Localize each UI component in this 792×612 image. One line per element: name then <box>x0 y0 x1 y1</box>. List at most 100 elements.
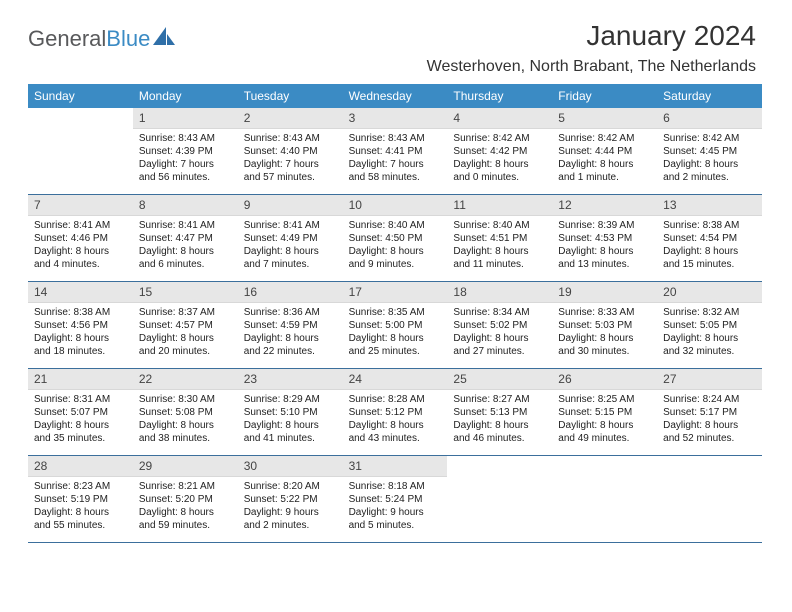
day-body: Sunrise: 8:43 AMSunset: 4:40 PMDaylight:… <box>238 129 343 188</box>
day-number: 30 <box>238 456 343 477</box>
calendar-cell: 4Sunrise: 8:42 AMSunset: 4:42 PMDaylight… <box>447 108 552 194</box>
day-number: 7 <box>28 195 133 216</box>
day-number: 1 <box>133 108 238 129</box>
calendar-cell: 14Sunrise: 8:38 AMSunset: 4:56 PMDayligh… <box>28 282 133 368</box>
day-number: 6 <box>657 108 762 129</box>
calendar-week: 21Sunrise: 8:31 AMSunset: 5:07 PMDayligh… <box>28 369 762 456</box>
day-number: 28 <box>28 456 133 477</box>
day-body: Sunrise: 8:38 AMSunset: 4:56 PMDaylight:… <box>28 303 133 362</box>
day-body: Sunrise: 8:32 AMSunset: 5:05 PMDaylight:… <box>657 303 762 362</box>
calendar-cell: 18Sunrise: 8:34 AMSunset: 5:02 PMDayligh… <box>447 282 552 368</box>
day-body <box>552 477 657 484</box>
day-body: Sunrise: 8:41 AMSunset: 4:49 PMDaylight:… <box>238 216 343 275</box>
day-header-cell: Tuesday <box>238 84 343 108</box>
day-body: Sunrise: 8:28 AMSunset: 5:12 PMDaylight:… <box>343 390 448 449</box>
day-number: 3 <box>343 108 448 129</box>
day-number: 9 <box>238 195 343 216</box>
brand-logo: GeneralBlue <box>28 26 175 52</box>
calendar-cell: 17Sunrise: 8:35 AMSunset: 5:00 PMDayligh… <box>343 282 448 368</box>
calendar-cell: 31Sunrise: 8:18 AMSunset: 5:24 PMDayligh… <box>343 456 448 542</box>
day-number: 20 <box>657 282 762 303</box>
calendar-cell: . <box>28 108 133 194</box>
day-number: 27 <box>657 369 762 390</box>
day-body: Sunrise: 8:30 AMSunset: 5:08 PMDaylight:… <box>133 390 238 449</box>
calendar-cell: 10Sunrise: 8:40 AMSunset: 4:50 PMDayligh… <box>343 195 448 281</box>
day-number: 24 <box>343 369 448 390</box>
day-number: 18 <box>447 282 552 303</box>
day-body: Sunrise: 8:42 AMSunset: 4:45 PMDaylight:… <box>657 129 762 188</box>
day-number: 11 <box>447 195 552 216</box>
calendar-cell: 24Sunrise: 8:28 AMSunset: 5:12 PMDayligh… <box>343 369 448 455</box>
day-body: Sunrise: 8:40 AMSunset: 4:51 PMDaylight:… <box>447 216 552 275</box>
day-number: 10 <box>343 195 448 216</box>
calendar-cell: 5Sunrise: 8:42 AMSunset: 4:44 PMDaylight… <box>552 108 657 194</box>
calendar-week: 28Sunrise: 8:23 AMSunset: 5:19 PMDayligh… <box>28 456 762 543</box>
day-number: 16 <box>238 282 343 303</box>
day-body: Sunrise: 8:23 AMSunset: 5:19 PMDaylight:… <box>28 477 133 536</box>
day-header-cell: Monday <box>133 84 238 108</box>
page-header: January 2024 Westerhoven, North Brabant,… <box>427 20 756 76</box>
day-number: 26 <box>552 369 657 390</box>
calendar-cell: 12Sunrise: 8:39 AMSunset: 4:53 PMDayligh… <box>552 195 657 281</box>
day-body: Sunrise: 8:24 AMSunset: 5:17 PMDaylight:… <box>657 390 762 449</box>
day-body <box>28 129 133 136</box>
calendar-cell: 3Sunrise: 8:43 AMSunset: 4:41 PMDaylight… <box>343 108 448 194</box>
calendar-cell: 30Sunrise: 8:20 AMSunset: 5:22 PMDayligh… <box>238 456 343 542</box>
day-number: 2 <box>238 108 343 129</box>
day-number: 29 <box>133 456 238 477</box>
day-body: Sunrise: 8:34 AMSunset: 5:02 PMDaylight:… <box>447 303 552 362</box>
calendar-cell: 19Sunrise: 8:33 AMSunset: 5:03 PMDayligh… <box>552 282 657 368</box>
day-body: Sunrise: 8:43 AMSunset: 4:41 PMDaylight:… <box>343 129 448 188</box>
calendar-cell: 26Sunrise: 8:25 AMSunset: 5:15 PMDayligh… <box>552 369 657 455</box>
calendar-cell: 23Sunrise: 8:29 AMSunset: 5:10 PMDayligh… <box>238 369 343 455</box>
day-header-cell: Friday <box>552 84 657 108</box>
day-header-cell: Thursday <box>447 84 552 108</box>
calendar-cell: 22Sunrise: 8:30 AMSunset: 5:08 PMDayligh… <box>133 369 238 455</box>
calendar-cell: 13Sunrise: 8:38 AMSunset: 4:54 PMDayligh… <box>657 195 762 281</box>
day-body: Sunrise: 8:29 AMSunset: 5:10 PMDaylight:… <box>238 390 343 449</box>
day-number: 19 <box>552 282 657 303</box>
day-number: 17 <box>343 282 448 303</box>
day-body: Sunrise: 8:42 AMSunset: 4:44 PMDaylight:… <box>552 129 657 188</box>
calendar-cell: 15Sunrise: 8:37 AMSunset: 4:57 PMDayligh… <box>133 282 238 368</box>
day-body: Sunrise: 8:42 AMSunset: 4:42 PMDaylight:… <box>447 129 552 188</box>
calendar-cell: 8Sunrise: 8:41 AMSunset: 4:47 PMDaylight… <box>133 195 238 281</box>
day-body: Sunrise: 8:27 AMSunset: 5:13 PMDaylight:… <box>447 390 552 449</box>
day-body: Sunrise: 8:38 AMSunset: 4:54 PMDaylight:… <box>657 216 762 275</box>
brand-part2: Blue <box>106 26 150 52</box>
day-number: 31 <box>343 456 448 477</box>
day-number: 21 <box>28 369 133 390</box>
day-number: 23 <box>238 369 343 390</box>
day-body: Sunrise: 8:43 AMSunset: 4:39 PMDaylight:… <box>133 129 238 188</box>
calendar-cell: 27Sunrise: 8:24 AMSunset: 5:17 PMDayligh… <box>657 369 762 455</box>
calendar-cell: . <box>657 456 762 542</box>
location-subtitle: Westerhoven, North Brabant, The Netherla… <box>427 58 756 76</box>
day-body: Sunrise: 8:41 AMSunset: 4:46 PMDaylight:… <box>28 216 133 275</box>
day-body: Sunrise: 8:31 AMSunset: 5:07 PMDaylight:… <box>28 390 133 449</box>
day-body: Sunrise: 8:36 AMSunset: 4:59 PMDaylight:… <box>238 303 343 362</box>
day-number: 13 <box>657 195 762 216</box>
day-number: 15 <box>133 282 238 303</box>
calendar-cell: 11Sunrise: 8:40 AMSunset: 4:51 PMDayligh… <box>447 195 552 281</box>
day-number: 12 <box>552 195 657 216</box>
day-body: Sunrise: 8:37 AMSunset: 4:57 PMDaylight:… <box>133 303 238 362</box>
day-body: Sunrise: 8:20 AMSunset: 5:22 PMDaylight:… <box>238 477 343 536</box>
day-body: Sunrise: 8:21 AMSunset: 5:20 PMDaylight:… <box>133 477 238 536</box>
calendar-cell: 9Sunrise: 8:41 AMSunset: 4:49 PMDaylight… <box>238 195 343 281</box>
day-body <box>447 477 552 484</box>
day-header-cell: Sunday <box>28 84 133 108</box>
calendar-cell: 7Sunrise: 8:41 AMSunset: 4:46 PMDaylight… <box>28 195 133 281</box>
day-body: Sunrise: 8:41 AMSunset: 4:47 PMDaylight:… <box>133 216 238 275</box>
day-body: Sunrise: 8:25 AMSunset: 5:15 PMDaylight:… <box>552 390 657 449</box>
brand-part1: General <box>28 26 106 52</box>
calendar-cell: . <box>447 456 552 542</box>
calendar-cell: 21Sunrise: 8:31 AMSunset: 5:07 PMDayligh… <box>28 369 133 455</box>
day-body: Sunrise: 8:35 AMSunset: 5:00 PMDaylight:… <box>343 303 448 362</box>
calendar-week: 7Sunrise: 8:41 AMSunset: 4:46 PMDaylight… <box>28 195 762 282</box>
day-number: 4 <box>447 108 552 129</box>
calendar-cell: 2Sunrise: 8:43 AMSunset: 4:40 PMDaylight… <box>238 108 343 194</box>
day-body: Sunrise: 8:40 AMSunset: 4:50 PMDaylight:… <box>343 216 448 275</box>
calendar-cell: 28Sunrise: 8:23 AMSunset: 5:19 PMDayligh… <box>28 456 133 542</box>
month-title: January 2024 <box>427 20 756 52</box>
calendar: SundayMondayTuesdayWednesdayThursdayFrid… <box>28 84 762 543</box>
